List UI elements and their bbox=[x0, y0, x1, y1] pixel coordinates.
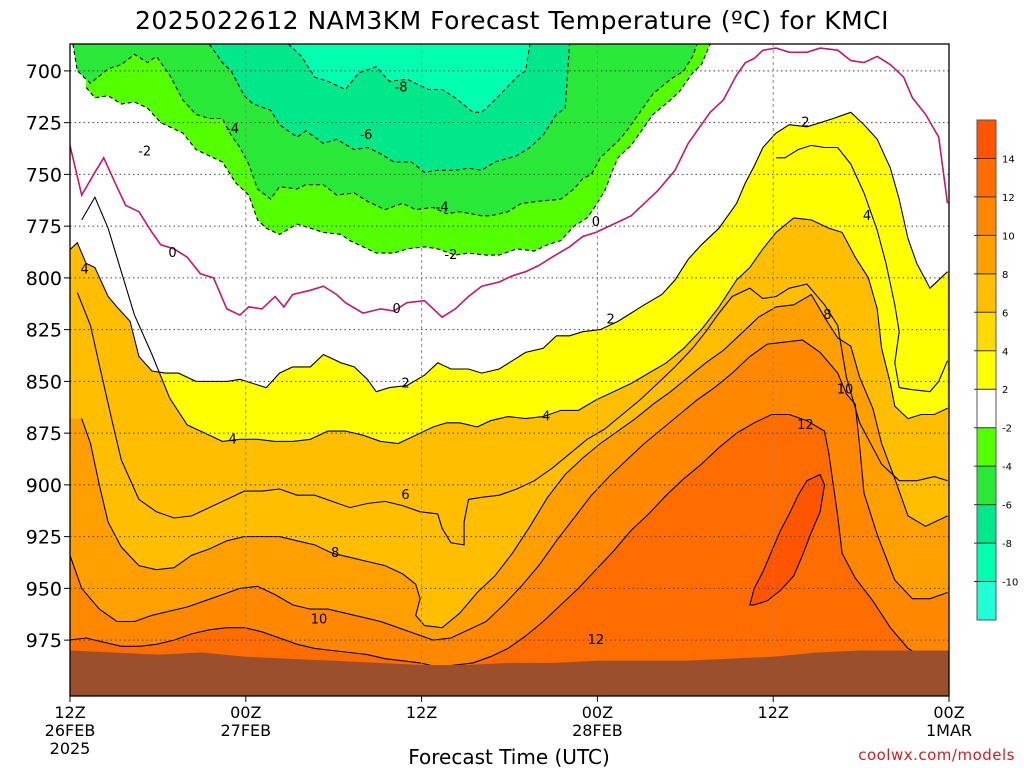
contour-label: 4 bbox=[81, 263, 89, 278]
colorbar-tick-label: 6 bbox=[1002, 308, 1008, 319]
contour-labels: -8 -6 -4 -4 -2 -2 0 0 0 2 2 2 4 4 4 4 6 8 8 10 10 12 12 bbox=[81, 80, 872, 648]
contour-line-12 bbox=[70, 413, 948, 668]
contour-label: 12 bbox=[797, 418, 814, 433]
contour-label: -2 bbox=[444, 248, 457, 263]
y-tick-label: 775 bbox=[26, 216, 62, 238]
x-tick-label: 00Z bbox=[933, 703, 964, 722]
x-tick-label: 12Z bbox=[758, 703, 789, 722]
y-tick-label: 900 bbox=[26, 475, 62, 497]
y-tick-label: 725 bbox=[26, 113, 62, 135]
contour-label: 4 bbox=[228, 432, 236, 447]
colorbar-tick-label: -6 bbox=[1002, 501, 1012, 512]
colorbar-tick-label: 4 bbox=[1002, 347, 1008, 358]
contour-line-2 bbox=[776, 144, 949, 393]
contour-label: 0 bbox=[168, 246, 176, 261]
y-tick-label: 700 bbox=[26, 61, 62, 83]
x-tick-label: 12Z bbox=[54, 703, 85, 722]
x-tick-label: 00Z bbox=[230, 703, 261, 722]
contour-line-10 bbox=[70, 339, 948, 641]
contour-line--8 bbox=[287, 44, 531, 113]
x-tick-label: 28FEB bbox=[572, 721, 623, 740]
colorbar-tick-label: 8 bbox=[1002, 270, 1008, 281]
y-tick-label: 950 bbox=[26, 578, 62, 600]
terrain-surface bbox=[70, 650, 949, 696]
band-below-12 bbox=[70, 414, 949, 696]
contour-label: 2 bbox=[801, 116, 809, 131]
contour-line--2 bbox=[85, 44, 711, 256]
contour-label: -6 bbox=[359, 128, 372, 143]
y-axis: 700 725 750 775 800 825 850 875 900 925 950 975 bbox=[26, 61, 70, 652]
credit-link[interactable]: coolwx.com/models bbox=[858, 746, 1015, 764]
contour-label: -4 bbox=[226, 122, 239, 137]
contour-label: -8 bbox=[395, 80, 408, 95]
band-above--8 bbox=[288, 44, 530, 113]
x-axis-label: Forecast Time (UTC) bbox=[408, 745, 610, 768]
colorbar-tick-label: 12 bbox=[1002, 193, 1015, 204]
x-tick-label: 2025 bbox=[50, 739, 91, 758]
colorbar-swatch bbox=[977, 466, 996, 506]
x-tick-label: 26FEB bbox=[45, 721, 96, 740]
y-tick-label: 925 bbox=[26, 527, 62, 549]
colorbar-swatch bbox=[977, 389, 996, 429]
x-tick-label: 27FEB bbox=[220, 721, 271, 740]
contour-label: 8 bbox=[331, 546, 339, 561]
colorbar-swatch bbox=[977, 543, 996, 583]
y-tick-label: 800 bbox=[26, 268, 62, 290]
contour-label: 12 bbox=[588, 633, 605, 648]
contour-label: 0 bbox=[592, 215, 600, 230]
colorbar-tick-label: -10 bbox=[1002, 578, 1018, 589]
contour-label: 4 bbox=[542, 410, 550, 425]
colorbar-frame bbox=[976, 119, 997, 621]
colorbar-swatch bbox=[977, 581, 996, 621]
colorbar-swatch bbox=[977, 235, 996, 275]
contour-line-8 bbox=[81, 293, 948, 629]
contour-label: 2 bbox=[401, 376, 409, 391]
contour-line-4 bbox=[81, 195, 948, 445]
contour-line-0 bbox=[70, 47, 949, 319]
contour-label: 10 bbox=[837, 383, 854, 398]
contour-label: 0 bbox=[393, 302, 401, 317]
colorbar-legend: 14 12 10 8 6 4 2 -2 -4 -6 -8 -10 bbox=[974, 119, 1018, 621]
contour-label: -2 bbox=[138, 145, 151, 160]
contour-label: -4 bbox=[436, 201, 449, 216]
contour-line-6 bbox=[76, 283, 948, 546]
contour-label: 8 bbox=[823, 308, 831, 323]
y-tick-label: 850 bbox=[26, 371, 62, 393]
contour-label: 10 bbox=[311, 612, 328, 627]
colorbar-tick-label: -8 bbox=[1002, 539, 1012, 550]
contour-line--6 bbox=[208, 44, 571, 173]
colorbar-swatch bbox=[977, 196, 996, 236]
colorbar-swatch bbox=[977, 350, 996, 390]
colorbar-tick-label: 2 bbox=[1002, 385, 1008, 396]
band-below-14 bbox=[749, 474, 825, 605]
contour-label: 2 bbox=[606, 312, 614, 327]
colorbar-swatch bbox=[977, 120, 996, 159]
y-tick-label: 875 bbox=[26, 423, 62, 445]
colorbar-tick-label: 10 bbox=[1002, 231, 1015, 242]
colorbar-swatch bbox=[977, 427, 996, 467]
grid-lines bbox=[70, 44, 949, 696]
plot-area: -8 -6 -4 -4 -2 -2 0 0 0 2 2 2 4 4 4 4 6 8 8 10 10 12 12 bbox=[70, 44, 949, 696]
y-tick-label: 750 bbox=[26, 164, 62, 186]
contour-label: 4 bbox=[863, 209, 871, 224]
colorbar-swatch bbox=[977, 312, 996, 352]
colorbar-tick-label: -2 bbox=[1002, 424, 1012, 435]
x-tick-label: 00Z bbox=[582, 703, 613, 722]
temperature-bands bbox=[70, 44, 949, 696]
chart-title: 2025022612 NAM3KM Forecast Temperature (… bbox=[135, 6, 889, 35]
colorbar-tick-label: -4 bbox=[1002, 462, 1012, 473]
plot-frame bbox=[69, 43, 950, 697]
colorbar-swatch bbox=[977, 158, 996, 198]
colorbar-swatch bbox=[977, 273, 996, 313]
x-tick-label: 1MAR bbox=[926, 721, 972, 740]
colorbar-tick-label: 14 bbox=[1002, 154, 1015, 165]
x-tick-label: 12Z bbox=[406, 703, 437, 722]
y-tick-label: 975 bbox=[26, 630, 62, 652]
colorbar-swatch bbox=[977, 504, 996, 544]
y-tick-label: 825 bbox=[26, 320, 62, 342]
contour-label: 6 bbox=[401, 488, 409, 503]
contour-line-14 bbox=[749, 473, 826, 606]
